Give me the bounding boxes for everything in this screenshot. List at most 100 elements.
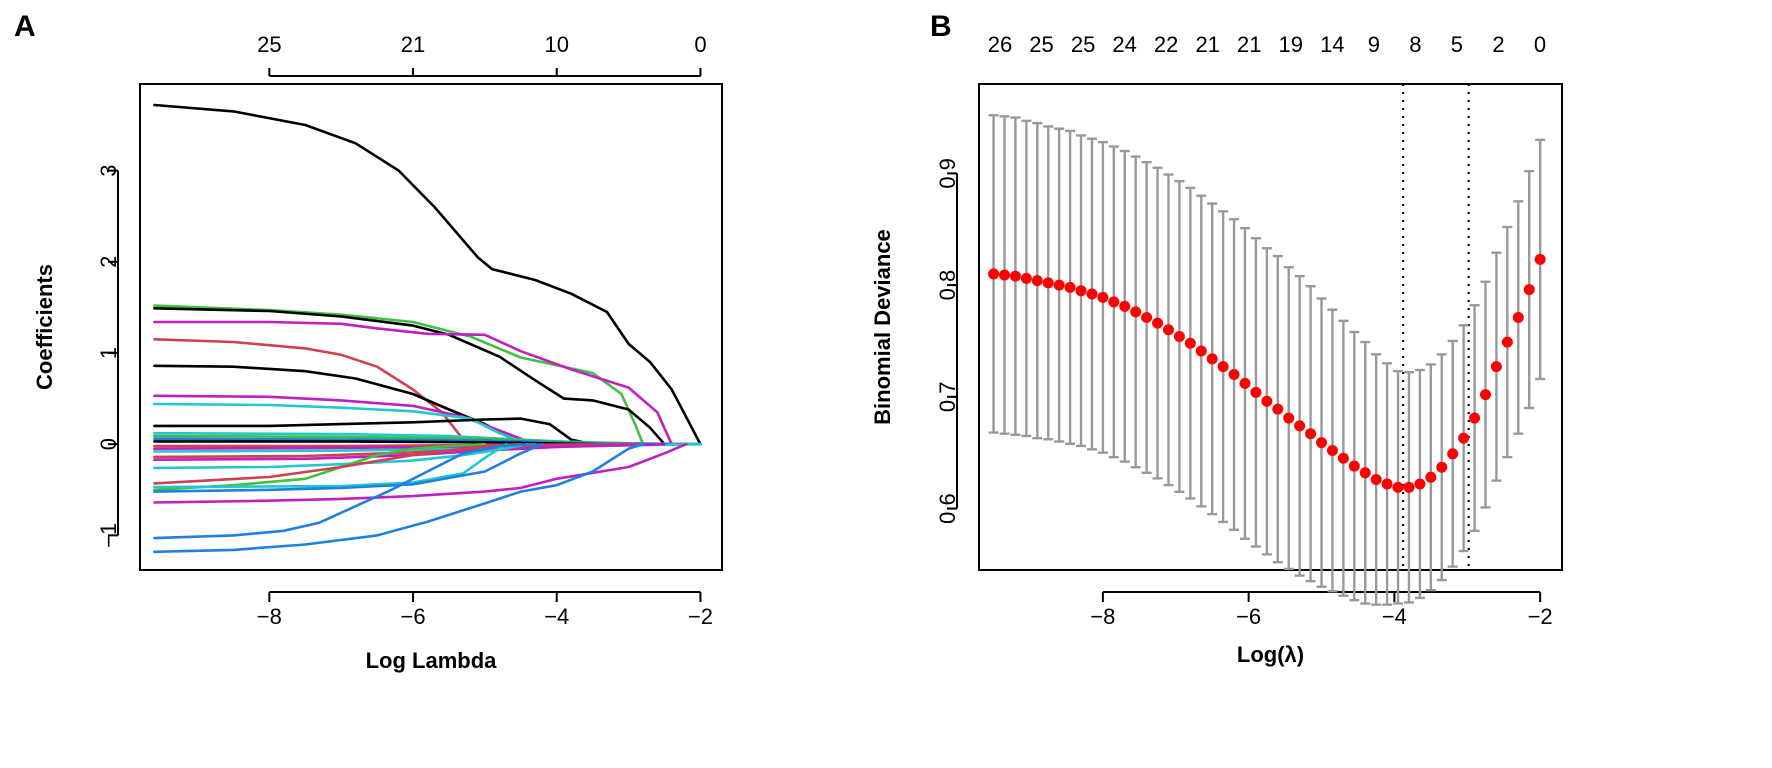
- top-count-label-b: 21: [1237, 32, 1261, 57]
- coefficient-path: [153, 442, 523, 485]
- deviance-point: [1119, 300, 1131, 312]
- top-count-label-b: 8: [1409, 32, 1421, 57]
- deviance-point: [988, 268, 1000, 280]
- deviance-point: [1184, 337, 1196, 349]
- top-count-label-b: 0: [1534, 32, 1546, 57]
- top-count-label-b: 21: [1195, 32, 1219, 57]
- plot-frame-a: [139, 83, 723, 571]
- deviance-point: [1195, 345, 1207, 357]
- coefficient-path: [153, 442, 666, 461]
- top-count-label-b: 24: [1112, 32, 1136, 57]
- y-tick-label-a: 0: [96, 438, 121, 450]
- deviance-point: [1162, 324, 1174, 336]
- deviance-point: [999, 269, 1011, 281]
- deviance-point: [1075, 285, 1087, 297]
- coefficient-path: [153, 442, 688, 504]
- x-tick-label-b: −2: [1528, 604, 1553, 629]
- deviance-point: [1042, 277, 1054, 289]
- deviance-point: [1348, 460, 1360, 472]
- top-count-label-a: 25: [257, 32, 281, 57]
- deviance-point: [1064, 281, 1076, 293]
- y-tick-label-a: 1: [96, 347, 121, 359]
- deviance-point: [1206, 353, 1218, 365]
- deviance-point: [1414, 478, 1426, 490]
- coefficient-path: [153, 417, 594, 446]
- cross-validation-deviance-plot: −8 −6 −4 −2 0.6 0.7 0.8 0.9 Log(λ) Binomial Devia…: [870, 32, 1563, 667]
- plot-frame-b: [978, 83, 1563, 571]
- coefficient-path: [153, 442, 537, 540]
- deviance-point: [1130, 306, 1142, 318]
- top-count-label-a: 10: [544, 32, 568, 57]
- coefficient-path: [153, 442, 508, 489]
- deviance-point: [1479, 389, 1491, 401]
- deviance-point: [1392, 481, 1404, 493]
- top-count-label-b: 22: [1154, 32, 1178, 57]
- coefficient-path: [153, 402, 530, 446]
- x-axis-title-b: Log(λ): [1237, 642, 1304, 667]
- deviance-point: [1512, 312, 1524, 324]
- top-count-label-b: 19: [1279, 32, 1303, 57]
- y-tick-label-a: 3: [96, 164, 121, 176]
- coefficient-path: [153, 442, 544, 493]
- deviance-point: [1141, 312, 1153, 324]
- deviance-point: [1283, 412, 1295, 424]
- y-tick-label-a: −1: [96, 523, 121, 548]
- x-tick-label-a: −2: [688, 604, 713, 629]
- deviance-point: [1447, 448, 1459, 460]
- y-axis-title-a: Coefficients: [32, 264, 57, 390]
- y-tick-label-a: 2: [96, 256, 121, 268]
- top-count-label-b: 26: [988, 32, 1012, 57]
- coefficient-path-plot: −8 −6 −4 −2 −1 0 1 2 3 Log Lambda Coefficients 25 21…: [32, 32, 723, 673]
- top-count-label-b: 25: [1029, 32, 1053, 57]
- deviance-point: [1097, 291, 1109, 303]
- x-axis-title-a: Log Lambda: [366, 648, 498, 673]
- top-count-label-b: 5: [1451, 32, 1463, 57]
- deviance-point: [1108, 296, 1120, 308]
- y-tick-label-b: 0.6: [935, 493, 960, 524]
- coefficient-path: [153, 320, 673, 446]
- deviance-point: [1490, 361, 1502, 373]
- deviance-point: [1250, 386, 1262, 398]
- deviance-point: [1436, 461, 1448, 473]
- top-count-label-b: 9: [1368, 32, 1380, 57]
- deviance-point: [1053, 279, 1065, 291]
- deviance-point: [1239, 377, 1251, 389]
- deviance-point: [1261, 395, 1273, 407]
- deviance-point: [1534, 253, 1546, 265]
- x-tick-label-b: −8: [1090, 604, 1115, 629]
- x-tick-label-b: −4: [1382, 604, 1407, 629]
- coefficient-path: [153, 394, 537, 446]
- deviance-point: [1381, 478, 1393, 490]
- x-tick-label-a: −4: [544, 604, 569, 629]
- y-tick-label-b: 0.8: [935, 270, 960, 301]
- deviance-point: [1020, 272, 1032, 284]
- deviance-point: [1009, 270, 1021, 282]
- deviance-point: [1425, 471, 1437, 483]
- y-axis-title-b: Binomial Deviance: [870, 229, 895, 425]
- panel-b-letter: B: [930, 10, 952, 43]
- top-count-label-b: 14: [1320, 32, 1344, 57]
- deviance-point: [1316, 437, 1328, 449]
- top-count-label-a: 21: [401, 32, 425, 57]
- deviance-point: [1152, 317, 1164, 329]
- deviance-point: [1469, 412, 1481, 424]
- deviance-point: [1217, 361, 1229, 373]
- coefficient-path: [153, 440, 594, 446]
- y-tick-label-b: 0.7: [935, 382, 960, 413]
- deviance-point: [1458, 432, 1470, 444]
- deviance-point: [1272, 403, 1284, 415]
- deviance-point: [1294, 420, 1306, 432]
- deviance-point: [1337, 452, 1349, 464]
- deviance-point: [1359, 467, 1371, 479]
- deviance-point: [1403, 481, 1415, 493]
- deviance-point: [1370, 474, 1382, 486]
- coefficient-path: [153, 103, 702, 446]
- top-count-label-b: 25: [1071, 32, 1095, 57]
- top-count-label-b: 2: [1492, 32, 1504, 57]
- deviance-point: [1326, 444, 1338, 456]
- x-tick-label-b: −6: [1236, 604, 1261, 629]
- deviance-point: [1501, 336, 1513, 348]
- deviance-point: [1228, 368, 1240, 380]
- coefficient-path: [153, 442, 487, 492]
